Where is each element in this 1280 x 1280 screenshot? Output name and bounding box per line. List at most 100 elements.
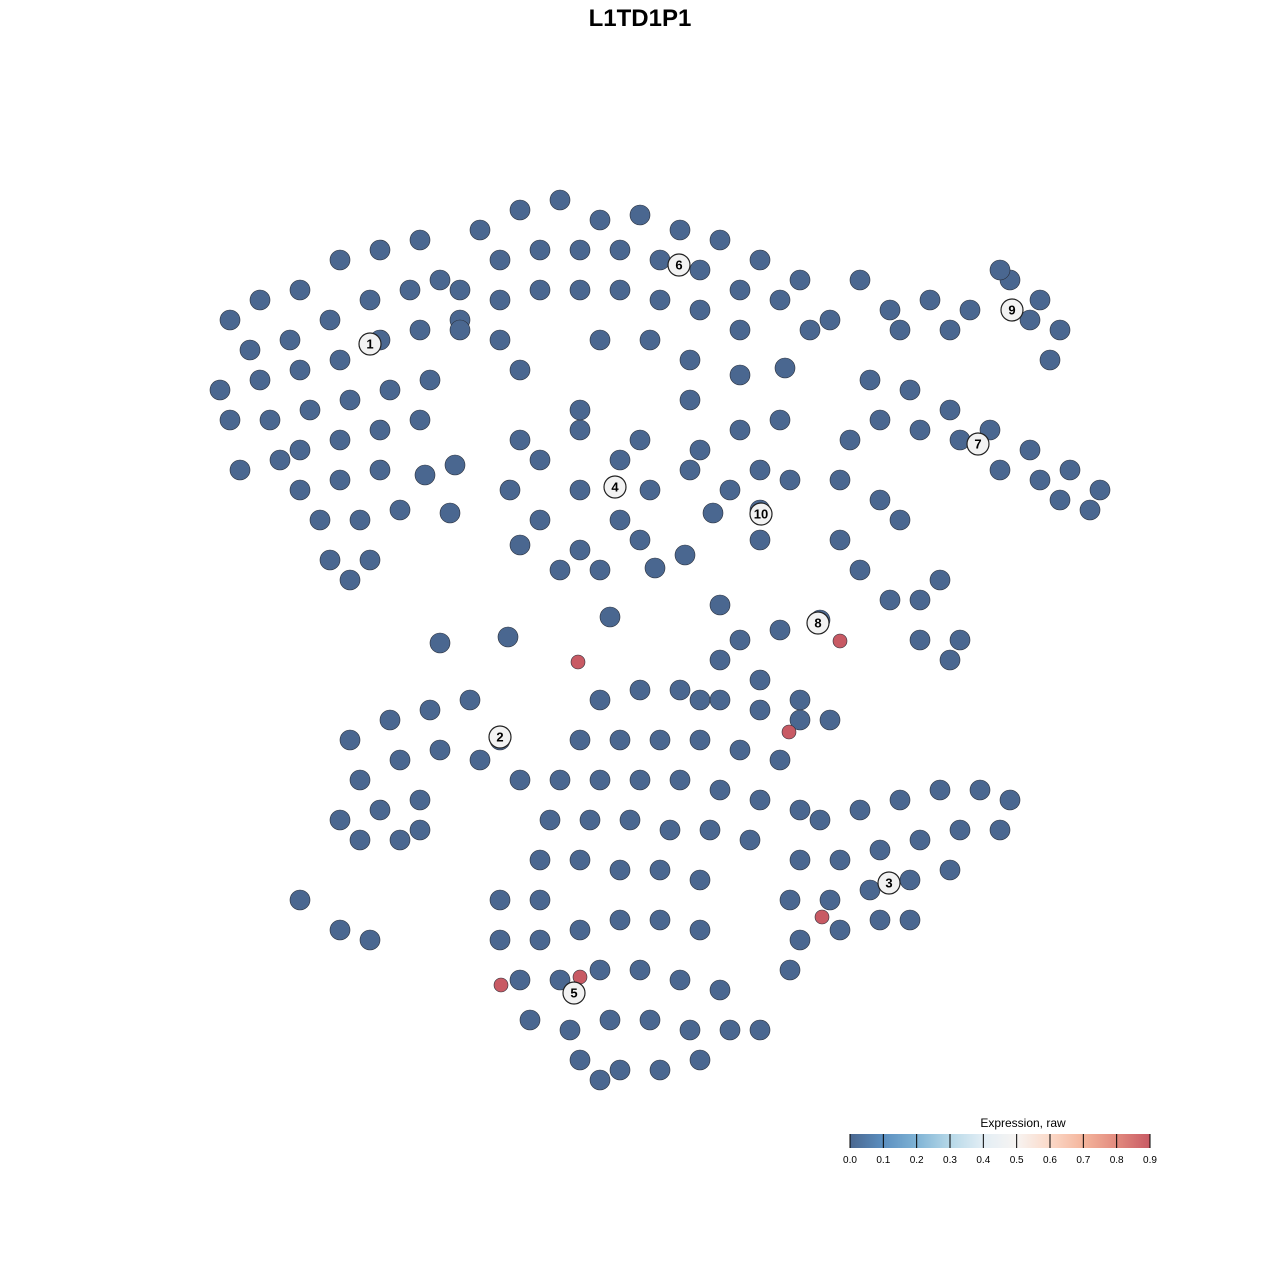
cell-point <box>589 769 611 791</box>
cell-point <box>749 789 771 811</box>
cell-point <box>909 589 931 611</box>
cell-point <box>789 269 811 291</box>
cell-point <box>569 539 591 561</box>
cell-point <box>644 557 666 579</box>
cell-point <box>489 929 511 951</box>
cell-point <box>774 357 796 379</box>
cell-point <box>949 629 971 651</box>
expressing-cell-point <box>832 633 848 649</box>
cell-point <box>449 319 471 341</box>
cell-point <box>299 399 321 421</box>
cell-point <box>649 909 671 931</box>
cell-point <box>509 199 531 221</box>
cell-point <box>319 549 341 571</box>
cell-point <box>609 239 631 261</box>
cell-point <box>689 439 711 461</box>
cluster-label-text: 10 <box>754 507 768 522</box>
cell-point <box>849 559 871 581</box>
cell-point <box>829 529 851 551</box>
cell-point <box>899 379 921 401</box>
cell-point <box>659 819 681 841</box>
cell-point <box>909 419 931 441</box>
legend-tick-label: 0.3 <box>943 1155 957 1166</box>
cell-point <box>319 309 341 331</box>
cell-point <box>969 779 991 801</box>
cell-point <box>849 799 871 821</box>
cell-point <box>489 889 511 911</box>
cell-point <box>939 319 961 341</box>
cell-point <box>559 1019 581 1041</box>
cell-point <box>549 559 571 581</box>
cell-point <box>449 279 471 301</box>
cell-point <box>249 289 271 311</box>
expressing-cell-point <box>493 977 509 993</box>
cell-point <box>329 809 351 831</box>
cell-point <box>949 819 971 841</box>
cell-point <box>339 569 361 591</box>
cell-point <box>509 969 531 991</box>
cell-point <box>249 369 271 391</box>
cell-point <box>799 319 821 341</box>
cell-point <box>619 809 641 831</box>
cell-point <box>679 389 701 411</box>
cell-point <box>589 329 611 351</box>
cell-point <box>609 909 631 931</box>
cell-point <box>269 449 291 471</box>
cluster-label-badge <box>667 253 691 277</box>
cell-point <box>879 589 901 611</box>
cell-point <box>1049 489 1071 511</box>
cell-point <box>219 309 241 331</box>
cell-point <box>459 689 481 711</box>
cell-point <box>699 819 721 841</box>
cell-point <box>739 829 761 851</box>
cell-point <box>509 769 531 791</box>
cell-point <box>629 959 651 981</box>
cell-point <box>609 279 631 301</box>
cell-point <box>229 459 251 481</box>
cluster-label-8: 8 <box>806 611 830 635</box>
cell-point <box>429 739 451 761</box>
cell-point <box>829 849 851 871</box>
cell-point <box>279 329 301 351</box>
cell-point <box>599 1009 621 1031</box>
cell-point <box>497 626 519 648</box>
cell-point <box>414 464 436 486</box>
cell-point <box>719 479 741 501</box>
cell-point <box>349 769 371 791</box>
cell-point <box>689 1049 711 1071</box>
cluster-label-badge <box>877 871 901 895</box>
cell-point <box>609 859 631 881</box>
cell-point <box>419 369 441 391</box>
cell-point <box>549 769 571 791</box>
cell-point <box>909 829 931 851</box>
cell-point <box>369 799 391 821</box>
cell-point <box>709 649 731 671</box>
cell-point <box>689 729 711 751</box>
cell-point <box>929 569 951 591</box>
cell-point <box>629 529 651 551</box>
color-legend: Expression, raw 0.0 0.1 0.2 0.3 0.4 0.5 0.6 0.7… <box>843 1116 1157 1166</box>
cell-point <box>889 509 911 531</box>
cell-point <box>702 502 724 524</box>
cluster-label-text: 2 <box>496 730 503 745</box>
cell-point <box>289 889 311 911</box>
cell-point <box>1049 319 1071 341</box>
expressing-cell-point <box>814 909 830 925</box>
cell-point <box>369 459 391 481</box>
cell-point <box>674 544 696 566</box>
cell-point <box>839 429 861 451</box>
cell-point <box>819 709 841 731</box>
cell-point <box>549 969 571 991</box>
cell-point <box>289 279 311 301</box>
cell-point <box>669 769 691 791</box>
cell-point <box>789 709 811 731</box>
cell-point <box>289 359 311 381</box>
cell-point <box>649 289 671 311</box>
cell-point <box>329 919 351 941</box>
cell-point <box>639 1009 661 1031</box>
legend-tick-label: 0.0 <box>843 1155 857 1166</box>
cell-point <box>509 429 531 451</box>
cell-point <box>789 849 811 871</box>
cell-point <box>639 479 661 501</box>
cell-point <box>1039 349 1061 371</box>
